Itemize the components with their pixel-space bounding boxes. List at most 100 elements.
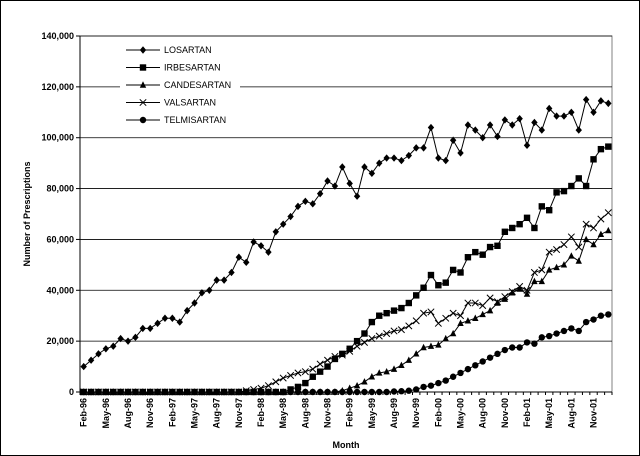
marker	[523, 290, 531, 297]
legend-label: VALSARTAN	[164, 98, 216, 108]
marker	[442, 377, 449, 384]
marker	[302, 388, 309, 396]
x-tick-label: Nov-00	[500, 398, 510, 428]
marker	[309, 200, 316, 208]
marker	[368, 373, 376, 380]
marker	[398, 388, 405, 395]
marker	[398, 304, 405, 312]
marker	[457, 369, 464, 377]
marker	[169, 314, 176, 322]
marker	[479, 251, 486, 258]
marker	[279, 388, 287, 396]
marker	[80, 362, 87, 371]
marker	[560, 112, 568, 120]
marker	[95, 388, 102, 396]
marker	[161, 388, 169, 396]
marker	[427, 123, 435, 132]
marker	[139, 46, 147, 54]
marker	[235, 253, 243, 261]
marker	[383, 309, 390, 317]
marker	[376, 159, 383, 167]
marker	[316, 388, 324, 396]
marker	[457, 149, 464, 157]
marker	[516, 285, 523, 292]
marker	[568, 325, 575, 332]
marker	[530, 268, 538, 277]
marker	[191, 388, 198, 396]
marker	[538, 126, 546, 134]
marker	[442, 279, 449, 286]
legend-label: LOSARTAN	[164, 45, 212, 55]
y-axis-label: Number of Prescriptions	[22, 161, 32, 266]
marker	[420, 343, 427, 351]
marker	[338, 351, 346, 359]
marker	[213, 388, 220, 396]
legend-label: CANDESARTAN	[164, 80, 231, 90]
marker	[471, 299, 479, 307]
marker	[472, 248, 479, 256]
marker	[604, 209, 612, 217]
y-tick-label: 140,000	[41, 31, 74, 41]
marker	[516, 344, 523, 351]
x-tick-label: Nov-97	[234, 398, 244, 428]
marker	[279, 220, 287, 228]
marker	[154, 319, 161, 328]
marker	[264, 382, 272, 390]
marker	[132, 388, 139, 396]
marker	[412, 386, 420, 393]
x-tick-label: Aug-96	[123, 398, 133, 429]
marker	[294, 369, 302, 377]
x-tick-label: Feb-96	[79, 398, 89, 427]
marker	[383, 388, 390, 396]
marker	[405, 387, 413, 394]
marker	[590, 316, 597, 323]
x-axis-label: Month	[333, 440, 360, 450]
marker	[287, 371, 295, 380]
marker	[198, 289, 206, 297]
marker	[464, 254, 472, 261]
x-tick-label: May-99	[367, 398, 377, 429]
marker	[545, 266, 553, 273]
marker	[361, 388, 368, 396]
marker	[397, 326, 405, 334]
marker	[287, 212, 294, 221]
marker	[117, 334, 124, 343]
marker	[479, 310, 486, 318]
x-tick-label: May-98	[278, 398, 288, 429]
marker	[435, 154, 442, 162]
marker	[597, 215, 605, 223]
marker	[509, 121, 516, 129]
marker	[449, 266, 457, 274]
marker	[545, 332, 553, 340]
marker	[324, 177, 331, 185]
marker	[427, 308, 435, 316]
x-tick-label: Nov-96	[145, 398, 155, 428]
marker	[553, 246, 561, 254]
marker	[161, 314, 169, 322]
marker	[575, 243, 583, 251]
marker	[494, 242, 501, 249]
marker	[449, 309, 457, 317]
marker	[272, 228, 280, 236]
marker	[435, 379, 442, 387]
x-tick-label: Aug-01	[566, 398, 576, 429]
marker	[449, 136, 457, 144]
marker	[331, 352, 339, 360]
marker	[309, 388, 316, 396]
marker	[456, 312, 465, 320]
marker	[339, 350, 346, 358]
marker	[582, 235, 590, 243]
marker	[353, 192, 361, 200]
marker	[479, 134, 486, 142]
marker	[323, 356, 332, 364]
marker	[265, 248, 272, 256]
x-tick-label: May-97	[190, 398, 200, 429]
marker	[206, 286, 213, 294]
marker	[183, 388, 191, 396]
x-tick-label: Aug-97	[212, 398, 222, 429]
marker	[435, 282, 442, 289]
marker	[257, 388, 265, 396]
marker	[590, 108, 597, 116]
marker	[390, 365, 398, 372]
